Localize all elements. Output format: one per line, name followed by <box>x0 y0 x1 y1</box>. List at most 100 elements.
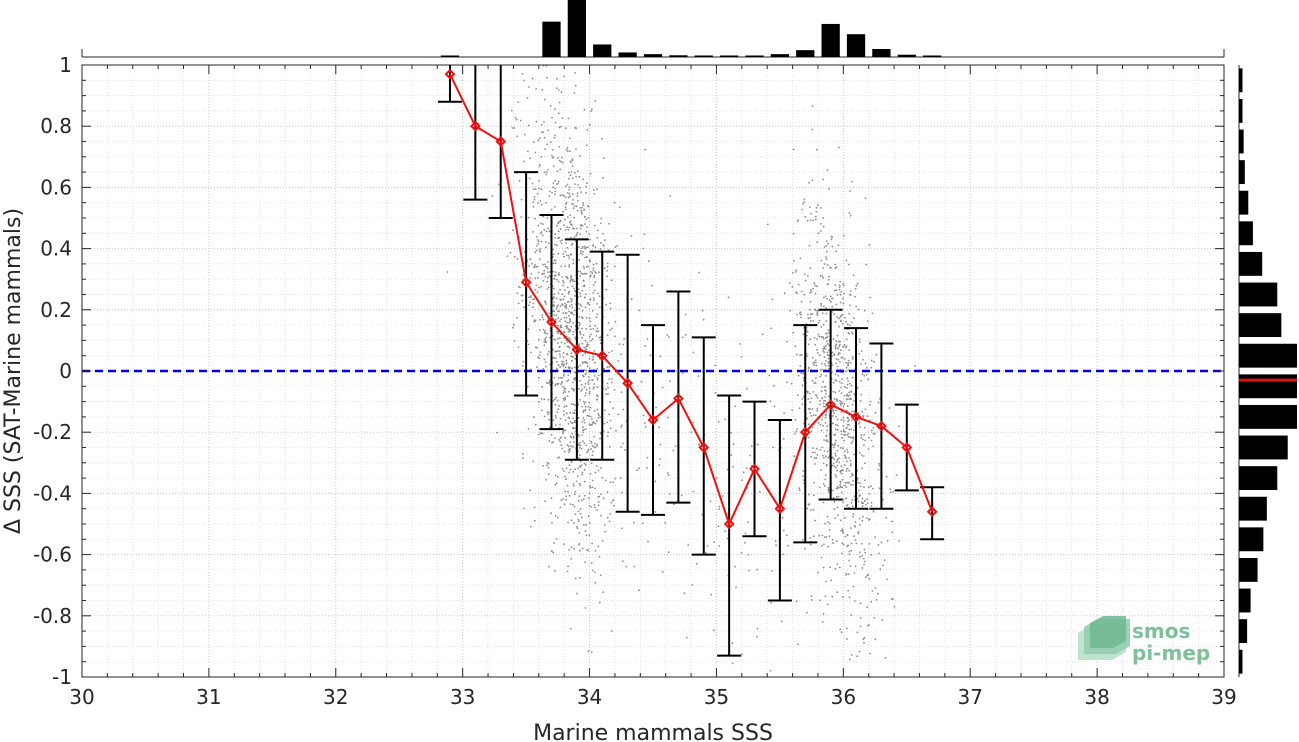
scatter-point <box>581 246 584 248</box>
scatter-point <box>585 451 588 454</box>
scatter-point <box>849 464 852 467</box>
scatter-point <box>824 385 827 388</box>
scatter-point <box>596 237 599 239</box>
scatter-point <box>852 429 855 431</box>
scatter-point <box>534 217 536 220</box>
scatter-point <box>569 220 572 223</box>
scatter-point <box>531 298 534 301</box>
scatter-point <box>570 445 573 447</box>
y-tick-label: -0.6 <box>33 543 72 567</box>
scatter-point <box>537 202 539 204</box>
scatter-point <box>584 401 587 404</box>
scatter-point <box>594 100 597 102</box>
scatter-point <box>859 625 862 628</box>
scatter-point <box>609 329 612 331</box>
scatter-point <box>565 196 567 199</box>
scatter-point <box>576 209 579 212</box>
scatter-point <box>861 515 864 518</box>
scatter-point <box>560 91 563 94</box>
scatter-point <box>557 230 560 233</box>
scatter-point <box>584 293 587 295</box>
scatter-point <box>541 131 543 134</box>
scatter-point <box>586 341 589 344</box>
right-histogram <box>1238 65 1297 677</box>
scatter-point <box>835 250 837 253</box>
scatter-point <box>827 364 830 367</box>
scatter-point <box>806 355 808 358</box>
scatter-point <box>567 490 569 493</box>
scatter-point <box>822 337 825 340</box>
right-hist-bar <box>1239 435 1288 460</box>
scatter-point <box>827 329 830 331</box>
scatter-point <box>822 267 824 269</box>
scatter-point <box>554 271 557 273</box>
scatter-point <box>546 353 549 356</box>
mean-marker <box>901 442 913 453</box>
scatter-point <box>807 398 810 400</box>
scatter-point <box>576 231 579 234</box>
scatter-point <box>570 244 573 246</box>
scatter-point <box>884 656 887 659</box>
scatter-point <box>552 165 555 167</box>
scatter-point <box>867 448 870 450</box>
scatter-point <box>571 193 574 195</box>
scatter-point <box>567 228 570 231</box>
scatter-point <box>814 451 816 454</box>
scatter-point <box>819 599 822 602</box>
scatter-point <box>603 524 606 526</box>
scatter-point <box>826 283 829 286</box>
scatter-point <box>595 394 598 397</box>
scatter-point <box>563 503 566 506</box>
scatter-point <box>584 256 586 259</box>
scatter-point <box>874 536 876 538</box>
scatter-point <box>841 357 844 359</box>
scatter-point <box>541 316 544 319</box>
scatter-point <box>642 414 645 417</box>
scatter-point <box>812 509 815 511</box>
scatter-point <box>816 204 819 207</box>
scatter-point <box>581 471 584 474</box>
right-hist-bar <box>1239 251 1263 276</box>
scatter-point <box>565 203 567 205</box>
scatter-point <box>820 259 823 262</box>
scatter-point <box>868 436 870 439</box>
scatter-point <box>562 410 565 413</box>
scatter-point <box>496 431 498 434</box>
scatter-point <box>534 319 537 322</box>
scatter-point <box>585 444 588 447</box>
scatter-point <box>845 320 848 323</box>
scatter-point <box>873 360 875 363</box>
scatter-point <box>866 624 869 627</box>
scatter-point <box>566 286 569 289</box>
scatter-point <box>551 191 553 194</box>
scatter-point <box>771 298 774 301</box>
scatter-point <box>831 355 834 357</box>
scatter-point <box>832 390 835 393</box>
scatter-point <box>838 461 841 464</box>
scatter-point <box>560 444 563 446</box>
scatter-point <box>861 467 863 470</box>
scatter-point <box>885 516 888 519</box>
scatter-point <box>568 445 570 448</box>
scatter-point <box>851 499 854 501</box>
scatter-point <box>852 436 855 439</box>
scatter-point <box>613 504 615 507</box>
scatter-point <box>816 148 818 151</box>
scatter-point <box>824 416 827 419</box>
scatter-point <box>586 316 588 319</box>
scatter-point <box>541 273 544 276</box>
scatter-point <box>577 288 580 291</box>
scatter-point <box>572 331 575 333</box>
scatter-point <box>730 454 733 456</box>
scatter-point <box>845 361 847 364</box>
right-hist-bar <box>1239 221 1253 246</box>
scatter-point <box>548 381 551 384</box>
scatter-point <box>563 373 565 375</box>
scatter-point <box>608 378 611 380</box>
scatter-point <box>592 267 595 270</box>
scatter-point <box>648 260 650 263</box>
scatter-point <box>835 362 837 365</box>
scatter-point <box>882 564 884 567</box>
scatter-point <box>563 375 565 377</box>
scatter-point <box>859 556 861 558</box>
